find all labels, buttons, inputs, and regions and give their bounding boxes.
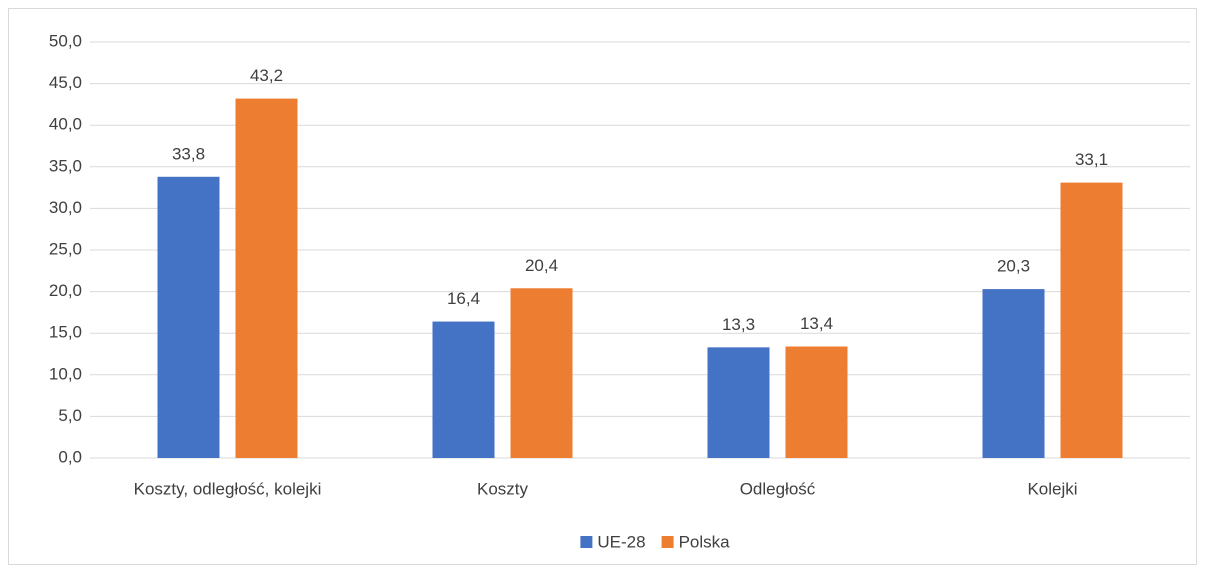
y-tick-label: 15,0 <box>49 323 82 342</box>
legend-swatch <box>580 536 593 548</box>
value-label: 33,8 <box>172 144 205 163</box>
x-tick-label: Koszty, odległość, kolejki <box>134 479 322 498</box>
value-label: 13,4 <box>800 314 833 333</box>
y-tick-label: 20,0 <box>49 281 82 300</box>
legend: UE-28 Polska <box>580 532 730 551</box>
x-tick-label: Kolejki <box>1027 479 1077 498</box>
bar <box>432 321 495 458</box>
legend-swatch <box>661 536 674 548</box>
y-tick-label: 45,0 <box>49 73 82 92</box>
y-tick-label: 50,0 <box>49 31 82 50</box>
bar <box>1060 182 1123 458</box>
bar <box>707 347 770 458</box>
bar <box>157 176 220 458</box>
value-label: 20,3 <box>997 257 1030 276</box>
bar <box>982 289 1045 458</box>
value-label: 43,2 <box>250 66 283 85</box>
value-label: 20,4 <box>525 256 558 275</box>
y-tick-label: 0,0 <box>58 447 82 466</box>
y-tick-label: 40,0 <box>49 115 82 134</box>
value-label: 16,4 <box>447 289 480 308</box>
y-tick-label: 30,0 <box>49 198 82 217</box>
legend-label: UE-28 <box>597 532 645 551</box>
x-tick-label: Odległość <box>740 479 816 498</box>
bar <box>785 346 848 458</box>
value-label: 33,1 <box>1075 150 1108 169</box>
y-tick-label: 10,0 <box>49 364 82 383</box>
y-tick-label: 5,0 <box>58 406 82 425</box>
bar <box>235 98 298 459</box>
value-label: 13,3 <box>722 315 755 334</box>
bar <box>510 288 573 458</box>
y-tick-label: 25,0 <box>49 239 82 258</box>
y-tick-label: 35,0 <box>49 156 82 175</box>
x-tick-label: Koszty <box>477 479 529 498</box>
legend-label: Polska <box>679 532 731 551</box>
